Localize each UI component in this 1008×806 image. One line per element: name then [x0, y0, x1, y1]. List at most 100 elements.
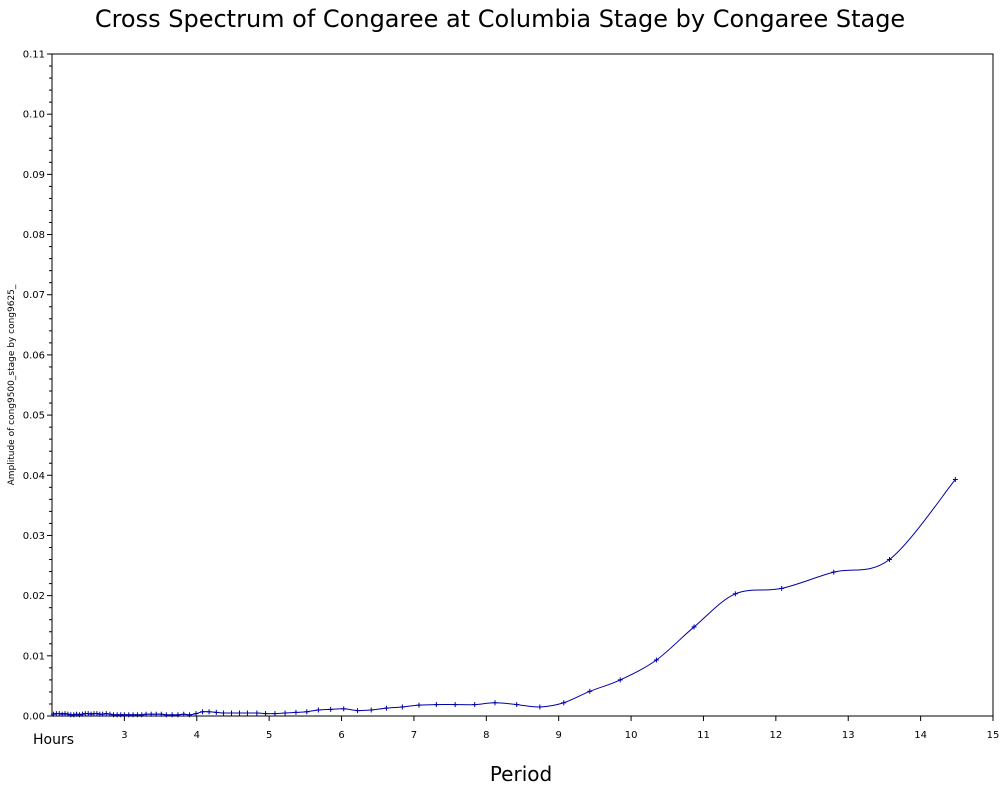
- data-point: [153, 711, 159, 717]
- data-point: [282, 710, 288, 716]
- y-tick-label: 0.08: [23, 230, 45, 241]
- data-point: [952, 476, 958, 482]
- data-point: [229, 710, 235, 716]
- x-unit-label: Hours: [33, 732, 74, 748]
- y-axis-label: Amplitude of cong9500_stage by cong9625_: [7, 284, 17, 485]
- data-point: [200, 709, 206, 715]
- data-point: [328, 706, 334, 712]
- data-point: [492, 700, 498, 706]
- data-point: [244, 710, 250, 716]
- data-point: [187, 712, 193, 718]
- data-point: [304, 709, 310, 715]
- y-tick-label: 0.04: [23, 471, 45, 482]
- data-point: [691, 624, 697, 630]
- data-point: [886, 557, 892, 563]
- data-point: [50, 711, 56, 717]
- y-tick-label: 0.01: [23, 651, 45, 662]
- x-tick-label: 5: [266, 730, 272, 741]
- series-line: [53, 479, 956, 716]
- data-point: [653, 657, 659, 663]
- data-point: [148, 711, 154, 717]
- y-tick-label: 0.10: [23, 110, 45, 121]
- x-axis-label: Period: [490, 762, 552, 786]
- data-point: [193, 711, 199, 717]
- data-point: [103, 711, 109, 717]
- y-minor-ticks: [49, 65, 52, 705]
- data-point: [514, 702, 520, 708]
- x-tick-label: 13: [842, 730, 855, 741]
- data-point: [94, 711, 100, 717]
- x-tick-label: 10: [625, 730, 638, 741]
- x-tick-label: 11: [697, 730, 710, 741]
- data-point: [79, 711, 85, 717]
- data-point: [732, 591, 738, 597]
- data-point: [472, 702, 478, 708]
- data-point: [236, 710, 242, 716]
- x-tick-label: 4: [194, 730, 200, 741]
- data-point: [452, 702, 458, 708]
- x-tick-label: 7: [411, 730, 417, 741]
- data-point: [354, 708, 360, 714]
- data-point: [181, 711, 187, 717]
- data-point: [293, 709, 299, 715]
- y-tick-label: 0.06: [23, 350, 45, 361]
- data-point: [56, 711, 62, 717]
- data-point: [59, 711, 65, 717]
- y-tick-label: 0.00: [23, 712, 45, 723]
- data-point: [107, 711, 113, 717]
- data-point: [213, 709, 219, 715]
- chart-title: Cross Spectrum of Congaree at Columbia S…: [95, 5, 905, 33]
- data-point: [221, 710, 227, 716]
- data-point: [399, 704, 405, 710]
- data-point: [537, 704, 543, 710]
- data-point: [126, 712, 132, 718]
- data-point: [831, 569, 837, 575]
- data-point: [143, 711, 149, 717]
- plot-frame: [51, 53, 994, 717]
- data-point: [779, 585, 785, 591]
- data-point: [169, 712, 175, 718]
- x-tick-label: 6: [338, 730, 344, 741]
- data-point: [272, 711, 278, 717]
- data-point: [254, 710, 260, 716]
- data-point: [65, 711, 71, 717]
- y-tick-label: 0.09: [23, 170, 45, 181]
- data-point: [158, 711, 164, 717]
- x-tick-label: 14: [914, 730, 927, 741]
- x-axis-ticks: 3 4 5 6 7 8 9 10 11 12 13 14 15: [121, 716, 999, 741]
- y-tick-label: 0.07: [23, 290, 45, 301]
- data-point: [74, 711, 80, 717]
- data-point: [71, 712, 77, 718]
- x-tick-label: 15: [987, 730, 1000, 741]
- data-point: [433, 702, 439, 708]
- data-point: [383, 705, 389, 711]
- y-axis-ticks: 0.00 0.01 0.02 0.03 0.04 0.05 0.06 0.07 0.08 0.09…: [23, 50, 52, 723]
- series-markers: [50, 476, 958, 718]
- data-point: [315, 707, 321, 713]
- data-point: [617, 677, 623, 683]
- data-point: [77, 712, 83, 718]
- data-point: [175, 712, 181, 718]
- x-tick-label: 9: [556, 730, 562, 741]
- data-point: [62, 711, 68, 717]
- y-tick-label: 0.02: [23, 591, 45, 602]
- data-point: [100, 711, 106, 717]
- data-point: [85, 711, 91, 717]
- data-point: [561, 700, 567, 706]
- x-tick-label: 8: [483, 730, 489, 741]
- data-point: [368, 707, 374, 713]
- x-tick-label: 3: [121, 730, 127, 741]
- data-point: [139, 712, 145, 718]
- data-point: [263, 711, 269, 717]
- data-point: [341, 706, 347, 712]
- x-tick-label: 12: [769, 730, 782, 741]
- data-point: [130, 712, 136, 718]
- data-point: [587, 688, 593, 694]
- data-point: [121, 712, 127, 718]
- data-point: [416, 702, 422, 708]
- y-tick-label: 0.05: [23, 411, 45, 422]
- data-point: [88, 711, 94, 717]
- data-point: [206, 709, 212, 715]
- y-tick-label: 0.03: [23, 531, 45, 542]
